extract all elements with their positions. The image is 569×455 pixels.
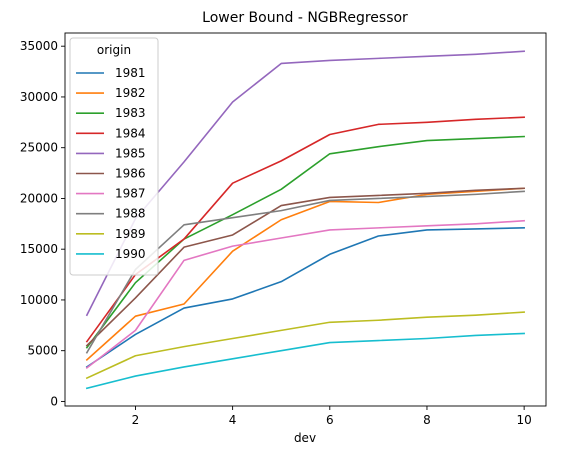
plot-lines bbox=[85, 50, 525, 390]
y-tick-label: 10000 bbox=[20, 293, 58, 307]
x-tick-label: 2 bbox=[132, 413, 140, 427]
legend-label-1987: 1987 bbox=[115, 187, 146, 201]
y-tick-label: 25000 bbox=[20, 141, 58, 155]
series-line-1987 bbox=[85, 219, 525, 370]
legend-label-1985: 1985 bbox=[115, 146, 146, 160]
series-line-1983 bbox=[85, 135, 525, 349]
y-tick-label: 30000 bbox=[20, 90, 58, 104]
legend-label-1983: 1983 bbox=[115, 106, 146, 120]
legend-label-1988: 1988 bbox=[115, 207, 146, 221]
x-axis-ticks: 2 4 6 8 10 bbox=[132, 406, 532, 427]
series-line-1988 bbox=[85, 190, 525, 354]
series-line-1982 bbox=[85, 187, 525, 361]
x-tick-label: 4 bbox=[229, 413, 237, 427]
y-tick-label: 0 bbox=[50, 394, 58, 408]
y-axis-ticks: 0 5000 10000 15000 20000 25000 30000 35000 bbox=[20, 39, 65, 408]
legend-frame bbox=[69, 37, 159, 276]
series-line-1986 bbox=[85, 187, 525, 347]
series-line-1981 bbox=[85, 227, 525, 369]
chart-title: Lower Bound - NGBRegressor bbox=[202, 10, 408, 26]
x-axis-label: dev bbox=[294, 431, 316, 445]
series-line-1985 bbox=[85, 50, 525, 317]
x-tick-label: 10 bbox=[516, 413, 531, 427]
plot-frame bbox=[64, 32, 547, 407]
legend-title: origin bbox=[97, 43, 131, 57]
legend-label-1989: 1989 bbox=[115, 227, 146, 241]
x-tick-label: 8 bbox=[423, 413, 431, 427]
legend-label-1982: 1982 bbox=[115, 86, 146, 100]
y-tick-label: 5000 bbox=[27, 344, 58, 358]
legend-label-1990: 1990 bbox=[115, 247, 146, 261]
legend-items: 1981 1982 1983 1984 1985 1986 1987 1988 1989 1990 bbox=[76, 66, 146, 261]
y-tick-label: 35000 bbox=[20, 39, 58, 53]
y-tick-label: 15000 bbox=[20, 242, 58, 256]
series-line-1990 bbox=[85, 332, 525, 390]
series-line-1984 bbox=[85, 116, 525, 343]
series-line-1989 bbox=[85, 311, 525, 380]
legend-label-1984: 1984 bbox=[115, 126, 146, 140]
legend-label-1986: 1986 bbox=[115, 167, 146, 181]
y-tick-label: 20000 bbox=[20, 191, 58, 205]
legend-label-1981: 1981 bbox=[115, 66, 146, 80]
legend: origin 198119821983198419851986198719881… bbox=[69, 37, 159, 276]
x-tick-label: 6 bbox=[326, 413, 334, 427]
